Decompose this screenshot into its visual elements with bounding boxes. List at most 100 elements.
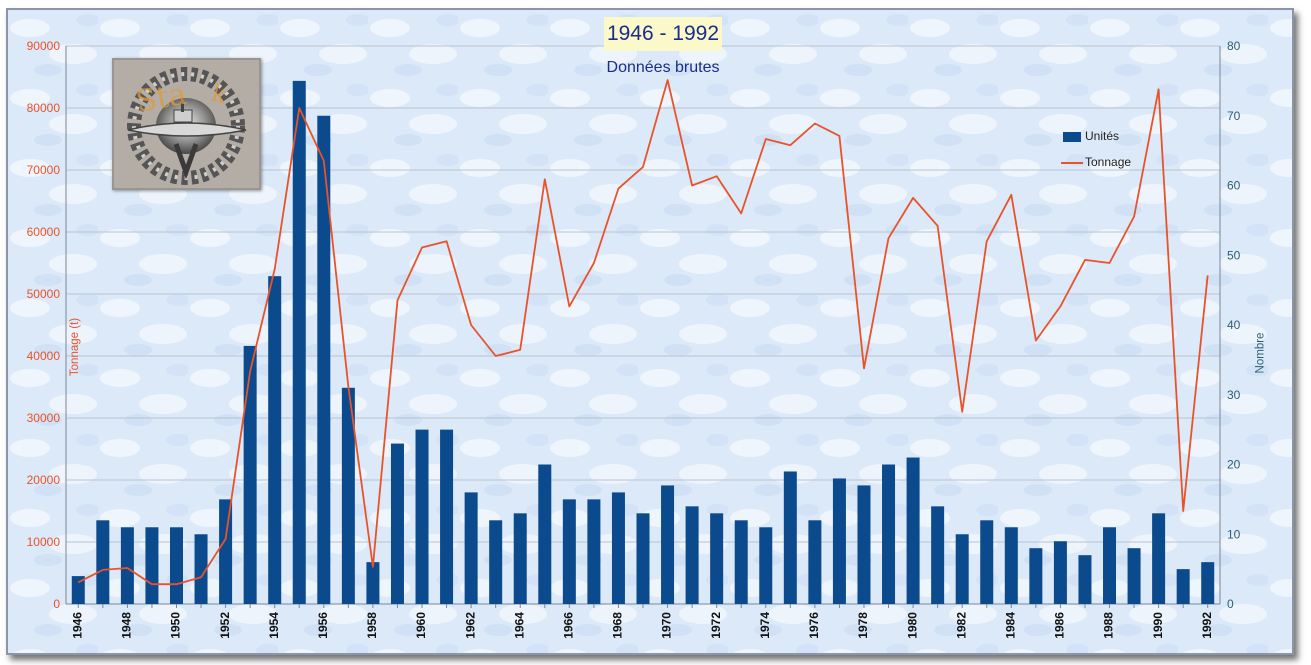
left-axis-tick-label: 50000 <box>27 287 61 301</box>
x-tick-label: 1962 <box>463 612 477 639</box>
right-axis-tick-label: 60 <box>1227 179 1241 193</box>
bar-units <box>808 520 822 604</box>
bar-units <box>1127 548 1141 604</box>
left-axis-tick-label: 70000 <box>27 163 61 177</box>
x-tick-label: 1952 <box>218 612 232 639</box>
x-tick-label: 1974 <box>758 612 772 639</box>
bar-units <box>832 478 846 604</box>
bar-units <box>955 534 969 604</box>
legend-label-tonnage: Tonnage <box>1085 155 1132 169</box>
bar-units <box>243 345 257 604</box>
bar-units <box>759 527 773 604</box>
bar-units <box>1053 541 1067 604</box>
chart-title-box: 1946 - 1992 <box>604 17 722 51</box>
bar-units <box>882 464 896 604</box>
x-tick-label: 1980 <box>905 612 919 639</box>
left-axis-tick-label: 60000 <box>27 225 61 239</box>
legend-swatch-units <box>1063 132 1081 142</box>
right-axis-tick-label: 80 <box>1227 39 1241 53</box>
x-tick-label: 1958 <box>365 612 379 639</box>
bar-units <box>685 506 699 604</box>
left-axis-title: Tonnage (t) <box>69 317 82 377</box>
x-tick-label: 1956 <box>316 612 330 639</box>
x-tick-label: 1976 <box>807 612 821 639</box>
chart-subtitle: Données brutes <box>606 59 720 76</box>
bar-units <box>390 443 404 604</box>
bar-units <box>710 513 724 604</box>
bar-units <box>562 499 576 604</box>
x-tick-label: 1954 <box>267 612 281 639</box>
bar-units <box>219 499 233 604</box>
bar-units <box>489 520 503 604</box>
x-tick-label: 1988 <box>1102 612 1116 639</box>
bar-units <box>464 492 478 604</box>
bar-units <box>611 492 625 604</box>
chart-plot: 0 10000 20000 30000 40000 50000 60000 70000 8000… <box>27 39 1241 639</box>
bar-units <box>145 527 159 604</box>
x-tick-label: 1990 <box>1151 612 1165 639</box>
right-axis-tick-label: 70 <box>1227 109 1241 123</box>
bar-units <box>1078 555 1092 604</box>
left-axis-tick-label: 10000 <box>27 535 61 549</box>
bar-units <box>268 276 282 604</box>
bar-units <box>906 457 920 604</box>
x-tick-label: 1972 <box>709 612 723 639</box>
right-axis-title: Nombre <box>1254 332 1267 374</box>
x-tick-label: 1984 <box>1003 612 1017 639</box>
left-axis-tick-label: 0 <box>53 597 60 611</box>
bar-units <box>1201 562 1215 604</box>
bar-units <box>292 80 306 604</box>
bar-units <box>1176 569 1190 604</box>
left-axis-tick-label: 20000 <box>27 473 61 487</box>
right-axis-tick-label: 30 <box>1227 388 1241 402</box>
bar-units <box>317 115 331 604</box>
x-tick-label: 1964 <box>512 612 526 639</box>
right-axis-tick-label: 0 <box>1227 597 1234 611</box>
x-tick-label: 1966 <box>562 612 576 639</box>
right-axis-tick-label: 20 <box>1227 458 1241 472</box>
x-tick-label: 1968 <box>611 612 625 639</box>
x-tick-label: 1986 <box>1053 612 1067 639</box>
legend-label-units: Unités <box>1085 129 1120 143</box>
bar-units <box>194 534 208 604</box>
bar-units <box>661 485 675 604</box>
chart-title: 1946 - 1992 <box>606 22 720 45</box>
bar-units <box>931 506 945 604</box>
x-tick-label: 1978 <box>856 612 870 639</box>
bar-units <box>1029 548 1043 604</box>
bar-units <box>341 387 355 604</box>
bar-units <box>415 429 429 604</box>
submarine-insignia-icon: Sta k <box>114 60 259 188</box>
x-tick-label: 1960 <box>414 612 428 639</box>
left-axis-tick-label: 80000 <box>27 101 61 115</box>
bar-units <box>980 520 994 604</box>
x-tick-label: 1992 <box>1200 612 1214 639</box>
bar-units <box>1152 513 1166 604</box>
bar-units <box>120 527 134 604</box>
legend-swatches <box>1061 132 1083 164</box>
line-tonnage <box>77 79 1209 586</box>
x-tick-label: 1948 <box>120 612 134 639</box>
bar-units <box>1004 527 1018 604</box>
bar-units <box>513 513 527 604</box>
bar-units <box>636 513 650 604</box>
submarine-insignia-logo: Sta k <box>112 58 261 190</box>
bar-units <box>857 485 871 604</box>
right-axis-tick-label: 40 <box>1227 318 1241 332</box>
bar-units <box>71 576 85 604</box>
left-axis-tick-label: 90000 <box>27 39 61 53</box>
bar-units <box>1103 527 1117 604</box>
x-tick-label: 1970 <box>660 612 674 639</box>
bar-units <box>366 562 380 604</box>
bar-units <box>587 499 601 604</box>
bar-units <box>96 520 110 604</box>
bar-units <box>538 464 552 604</box>
bar-units <box>734 520 748 604</box>
x-tick-label: 1982 <box>954 612 968 639</box>
chart-frame: 0 10000 20000 30000 40000 50000 60000 70000 8000… <box>6 8 1294 655</box>
bar-units <box>783 471 797 604</box>
x-tick-label: 1946 <box>70 612 84 639</box>
x-tick-label: 1950 <box>169 612 183 639</box>
left-axis-tick-label: 40000 <box>27 349 61 363</box>
svg-text:Sta: Sta <box>133 77 189 120</box>
